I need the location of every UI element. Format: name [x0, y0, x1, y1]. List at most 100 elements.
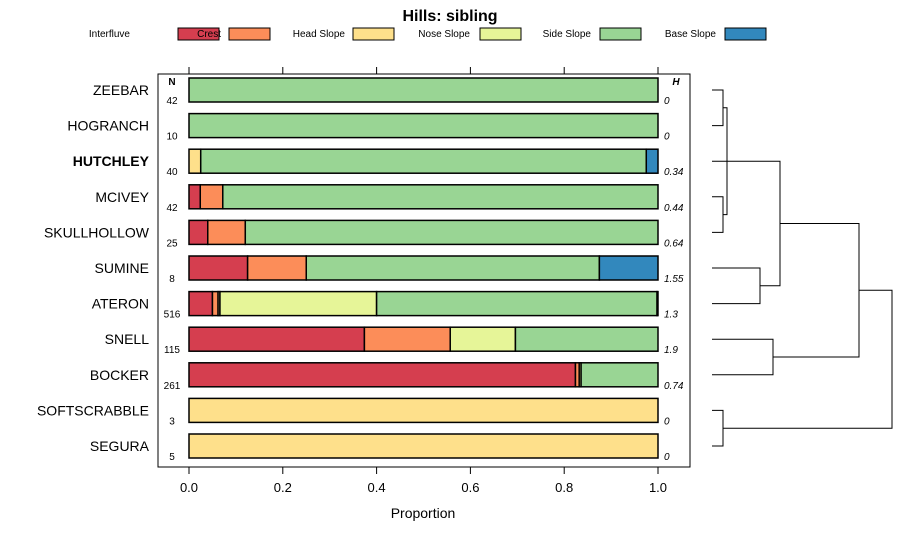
category-label: HUTCHLEY	[73, 153, 150, 169]
x-tick-label: 0.6	[461, 480, 479, 495]
dendrogram-link	[735, 160, 781, 287]
n-label: 261	[164, 381, 181, 392]
bar-segment	[656, 290, 659, 317]
dendrogram-link	[773, 223, 860, 358]
h-labels: 0 0 0.34 0.44 0.64 1.55 1.3 1.9 0.74 0 0	[664, 96, 684, 463]
n-label: 3	[169, 416, 175, 427]
bar-segment	[375, 290, 658, 317]
bar-segment	[222, 184, 659, 210]
x-tick-label: 1.0	[649, 480, 667, 495]
legend-swatch	[177, 27, 220, 41]
category-labels: ZEEBAR HOGRANCH HUTCHLEY MCIVEY SKULLHOLLOW S…	[37, 82, 150, 454]
dendrogram-link	[723, 289, 893, 429]
x-tick-label: 0.4	[368, 480, 386, 495]
bar-segment	[305, 255, 601, 281]
bar-segment	[188, 326, 366, 352]
x-tick-label: 0.2	[274, 480, 292, 495]
legend-label: Nose Slope	[418, 29, 470, 40]
category-label: SNELL	[105, 331, 150, 347]
category-label: ATERON	[92, 296, 149, 312]
dendrogram-link	[712, 338, 774, 376]
h-header: H	[672, 77, 680, 88]
n-label: 42	[166, 203, 178, 214]
legend-label: Crest	[197, 29, 221, 40]
category-label: SOFTSCRABBLE	[37, 402, 149, 418]
bar-segment	[188, 77, 659, 103]
h-label: 0	[664, 452, 670, 463]
dendrogram-link	[712, 409, 724, 447]
n-label: 516	[164, 310, 181, 321]
dendrogram-link	[712, 267, 761, 305]
h-label: 0	[664, 416, 670, 427]
category-label: SEGURA	[90, 438, 150, 454]
legend-swatch	[599, 27, 642, 41]
top-axis-ticks	[188, 67, 659, 74]
h-label: 0.34	[664, 167, 684, 178]
n-label: 42	[166, 96, 178, 107]
h-label: 0.64	[664, 238, 684, 249]
category-label: SKULLHOLLOW	[44, 224, 150, 240]
bar-segment	[246, 255, 307, 281]
dendrogram-link	[712, 89, 724, 127]
bar-segment	[199, 148, 648, 174]
n-label: 25	[166, 238, 178, 249]
n-label: 115	[164, 345, 180, 356]
bar-segment	[514, 326, 659, 352]
legend-swatch	[228, 27, 271, 41]
category-label: BOCKER	[90, 367, 149, 383]
h-label: 0	[664, 132, 670, 143]
x-tick-label: 0.8	[555, 480, 573, 495]
category-label: HOGRANCH	[67, 118, 149, 134]
legend-swatch	[724, 27, 767, 41]
x-axis-title: Proportion	[391, 505, 456, 521]
bar-segment	[188, 255, 249, 281]
bar-segment	[188, 362, 577, 388]
bar-segment	[188, 290, 214, 317]
legend: Interfluve Crest Head Slope Nose Slope Side …	[89, 27, 767, 41]
bar-segment	[244, 219, 659, 246]
dendrogram-link	[712, 196, 724, 233]
chart-title: Hills: sibling	[402, 8, 497, 25]
legend-label: Base Slope	[665, 29, 717, 40]
n-label: 5	[169, 452, 175, 463]
bar-segment	[580, 362, 659, 388]
legend-swatch	[352, 27, 395, 41]
bar-segment	[645, 148, 659, 174]
bar-segment	[188, 397, 659, 424]
bar-segment	[207, 219, 247, 246]
bars	[188, 77, 659, 459]
dendrogram	[712, 89, 893, 447]
category-label: MCIVEY	[95, 189, 149, 205]
h-label: 1.55	[664, 274, 684, 285]
x-axis: 0.0 0.2 0.4 0.6 0.8 1.0	[180, 467, 667, 495]
bar-segment	[211, 290, 219, 317]
bar-segment	[188, 433, 659, 459]
h-label: 1.9	[664, 345, 678, 356]
n-label: 40	[166, 167, 178, 178]
n-header: N	[168, 77, 175, 88]
h-label: 1.3	[664, 310, 678, 321]
legend-label: Interfluve	[89, 29, 131, 40]
bar-segment	[199, 184, 224, 210]
bar-segment	[219, 290, 378, 317]
bar-segment	[188, 219, 209, 246]
category-label: SUMINE	[95, 260, 149, 276]
legend-label: Head Slope	[293, 29, 346, 40]
bar-segment	[363, 326, 451, 352]
bar-segment	[598, 255, 659, 281]
n-label: 8	[169, 274, 175, 285]
n-label: 10	[166, 132, 178, 143]
plot-frame	[157, 73, 691, 468]
h-label: 0.74	[664, 381, 684, 392]
x-tick-label: 0.0	[180, 480, 198, 495]
bar-segment	[449, 326, 517, 352]
category-label: ZEEBAR	[93, 82, 149, 98]
h-label: 0	[664, 96, 670, 107]
bar-segment	[188, 184, 202, 210]
legend-label: Side Slope	[543, 29, 592, 40]
bar-segment	[188, 148, 202, 174]
bar-segment	[188, 112, 659, 139]
n-labels: 42 10 40 42 25 8 516 115 261 3 5	[164, 96, 181, 463]
h-label: 0.44	[664, 203, 684, 214]
